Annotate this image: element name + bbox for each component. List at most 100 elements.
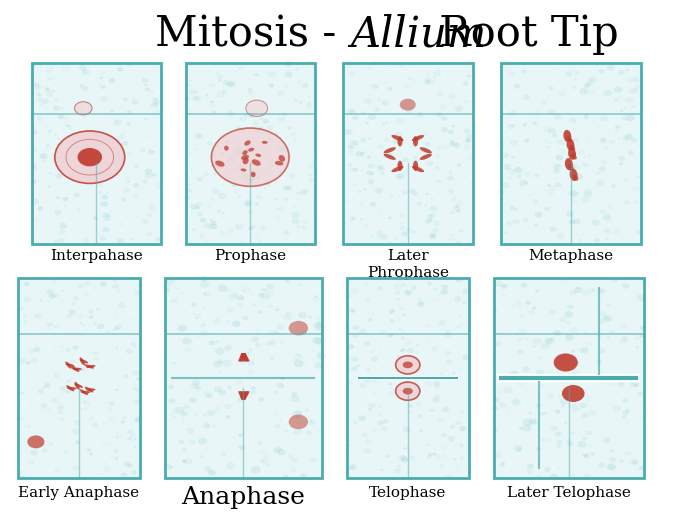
- Circle shape: [533, 200, 539, 204]
- Circle shape: [601, 137, 606, 141]
- Circle shape: [368, 137, 372, 140]
- Circle shape: [526, 468, 533, 474]
- Ellipse shape: [251, 160, 260, 166]
- Circle shape: [527, 471, 531, 474]
- Circle shape: [358, 190, 362, 193]
- Ellipse shape: [67, 387, 77, 390]
- Ellipse shape: [420, 154, 432, 160]
- Circle shape: [349, 476, 351, 478]
- Circle shape: [38, 445, 42, 447]
- Circle shape: [578, 441, 586, 448]
- FancyArrow shape: [243, 353, 247, 362]
- Circle shape: [591, 289, 595, 292]
- Circle shape: [435, 166, 440, 170]
- Ellipse shape: [275, 161, 284, 165]
- Circle shape: [83, 181, 86, 183]
- Circle shape: [634, 384, 638, 387]
- Circle shape: [227, 156, 232, 161]
- Circle shape: [382, 123, 386, 126]
- Ellipse shape: [413, 161, 418, 171]
- Circle shape: [205, 94, 209, 97]
- Circle shape: [492, 397, 500, 403]
- Circle shape: [499, 160, 504, 163]
- Circle shape: [538, 357, 541, 359]
- Circle shape: [79, 334, 82, 337]
- Circle shape: [242, 237, 245, 239]
- Circle shape: [559, 404, 565, 408]
- Circle shape: [279, 206, 286, 211]
- Circle shape: [314, 362, 323, 369]
- Circle shape: [405, 445, 407, 446]
- Circle shape: [188, 84, 191, 86]
- Circle shape: [132, 99, 139, 104]
- Circle shape: [37, 207, 43, 212]
- Circle shape: [281, 112, 288, 117]
- Circle shape: [306, 430, 312, 435]
- Circle shape: [618, 363, 620, 365]
- Circle shape: [430, 213, 435, 217]
- Circle shape: [430, 197, 435, 200]
- Circle shape: [614, 87, 622, 93]
- Circle shape: [396, 118, 404, 124]
- Circle shape: [54, 467, 62, 473]
- Circle shape: [352, 115, 359, 120]
- Circle shape: [274, 331, 279, 334]
- Circle shape: [258, 310, 262, 313]
- Circle shape: [293, 140, 297, 142]
- Circle shape: [567, 304, 573, 309]
- Circle shape: [145, 169, 153, 174]
- Ellipse shape: [391, 135, 404, 141]
- Circle shape: [360, 138, 367, 142]
- Circle shape: [615, 471, 617, 473]
- Circle shape: [455, 421, 461, 425]
- Circle shape: [194, 96, 202, 102]
- Circle shape: [625, 450, 632, 456]
- Circle shape: [583, 191, 592, 198]
- Circle shape: [150, 206, 152, 207]
- Circle shape: [584, 188, 592, 195]
- Circle shape: [25, 361, 31, 365]
- Circle shape: [219, 390, 226, 395]
- Circle shape: [120, 472, 128, 478]
- FancyArrow shape: [238, 353, 244, 362]
- Circle shape: [580, 347, 589, 353]
- Circle shape: [267, 138, 274, 143]
- Circle shape: [213, 406, 220, 412]
- Circle shape: [312, 207, 316, 209]
- Circle shape: [261, 198, 263, 200]
- Circle shape: [386, 122, 389, 123]
- Circle shape: [391, 309, 394, 311]
- Circle shape: [402, 133, 405, 134]
- Circle shape: [92, 314, 94, 316]
- Circle shape: [248, 91, 253, 95]
- Circle shape: [140, 149, 146, 153]
- Circle shape: [466, 138, 471, 142]
- Circle shape: [41, 443, 45, 446]
- Circle shape: [31, 78, 32, 79]
- Text: Root Tip: Root Tip: [426, 13, 618, 55]
- Circle shape: [454, 296, 461, 302]
- Circle shape: [451, 174, 453, 176]
- Circle shape: [34, 313, 41, 318]
- Circle shape: [353, 326, 359, 330]
- Circle shape: [43, 87, 52, 93]
- Circle shape: [169, 398, 176, 404]
- Circle shape: [606, 64, 615, 70]
- Circle shape: [573, 411, 576, 413]
- Circle shape: [106, 169, 109, 171]
- Circle shape: [34, 85, 41, 90]
- Circle shape: [283, 230, 290, 235]
- Circle shape: [350, 104, 351, 105]
- Circle shape: [584, 116, 589, 120]
- Circle shape: [637, 294, 646, 301]
- Circle shape: [589, 174, 591, 175]
- FancyBboxPatch shape: [186, 63, 315, 244]
- Circle shape: [86, 402, 91, 406]
- Circle shape: [113, 465, 115, 466]
- Ellipse shape: [412, 166, 424, 172]
- Circle shape: [411, 349, 413, 350]
- Circle shape: [514, 167, 523, 173]
- FancyArrow shape: [243, 353, 250, 362]
- Circle shape: [496, 390, 502, 394]
- Circle shape: [463, 354, 470, 360]
